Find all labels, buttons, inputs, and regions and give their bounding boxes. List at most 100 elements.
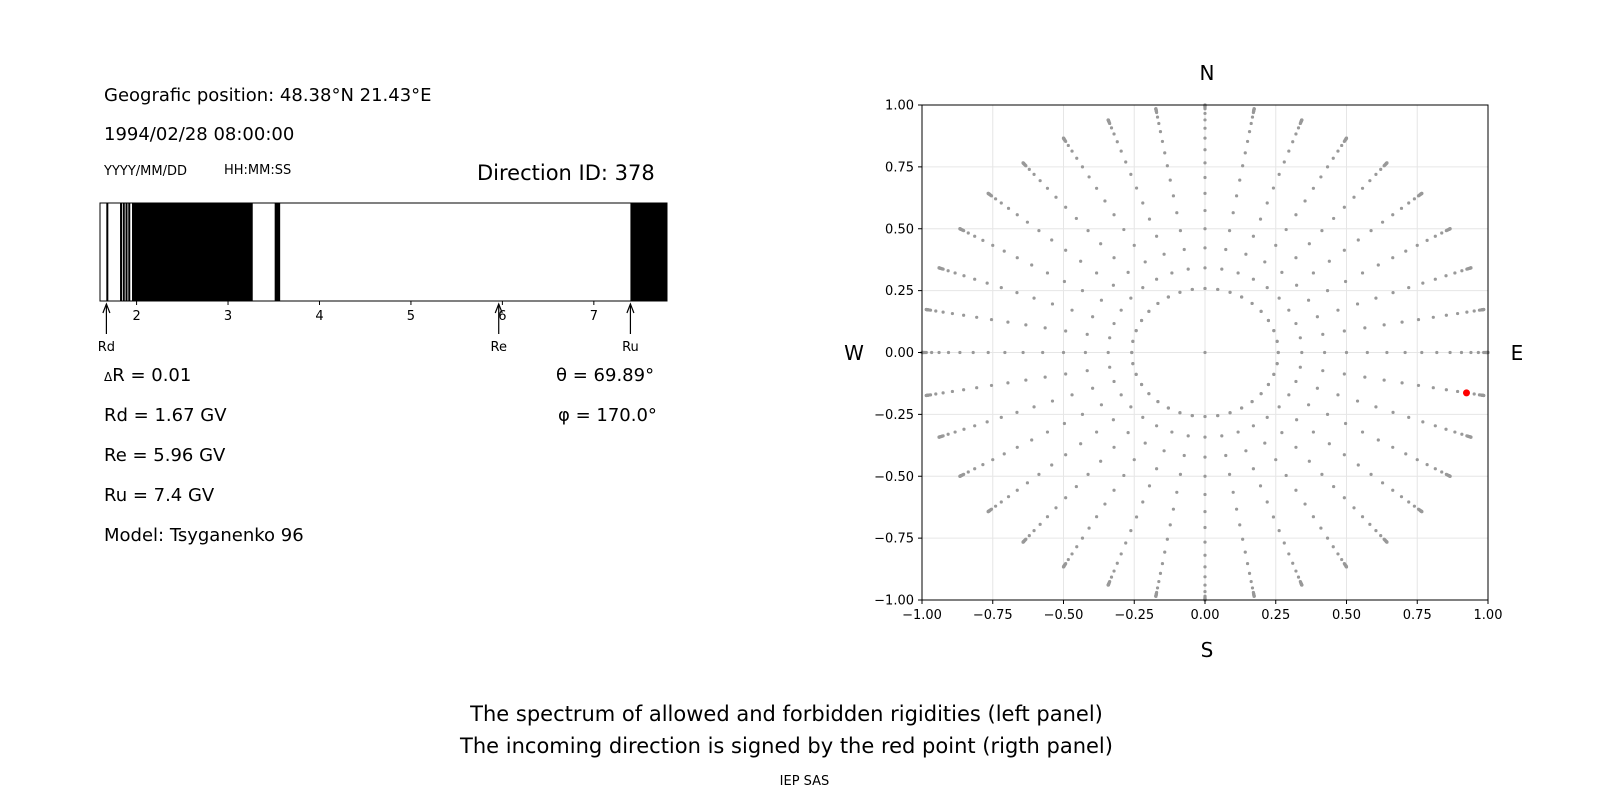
direction-point [1245, 139, 1250, 144]
direction-point [1227, 472, 1232, 476]
direction-point [1468, 266, 1472, 270]
direction-point [1384, 161, 1389, 165]
direction-point [1154, 107, 1158, 111]
direction-point [1062, 137, 1066, 141]
direction-point [1022, 162, 1026, 166]
direction-point [1391, 213, 1395, 217]
direction-point [1168, 178, 1172, 182]
spectrum-tick-label: 6 [498, 309, 506, 324]
direction-point [1203, 105, 1207, 109]
direction-point [1325, 412, 1330, 416]
direction-point [1154, 593, 1158, 597]
direction-point [1178, 290, 1182, 294]
direction-point [1170, 271, 1174, 275]
direction-point [1045, 271, 1050, 275]
direction-point [1228, 290, 1232, 294]
forbidden-line [120, 203, 123, 301]
direction-point [1485, 350, 1489, 355]
direction-point [1467, 266, 1471, 271]
direction-point [960, 473, 964, 477]
direction-point [1421, 420, 1425, 424]
direction-point [1251, 110, 1256, 114]
direction-point [1420, 509, 1424, 514]
direction-point [1295, 418, 1299, 422]
forbidden-bands [106, 203, 667, 301]
direction-point [1155, 115, 1160, 119]
direction-point [1154, 110, 1159, 114]
direction-point [925, 393, 929, 397]
direction-point [1320, 472, 1324, 476]
direction-point [1203, 540, 1207, 544]
direction-point [1111, 283, 1115, 287]
direction-point [1382, 164, 1386, 168]
direction-point [1480, 393, 1484, 397]
direction-point [1400, 320, 1404, 324]
direction-point [1360, 430, 1365, 434]
direction-point [1352, 506, 1356, 510]
direction-point [1178, 229, 1183, 233]
spectrum-tick-label: 3 [224, 309, 232, 324]
direction-point [1032, 296, 1036, 300]
direction-point [940, 434, 944, 438]
direction-point [1243, 151, 1247, 155]
direction-point [1327, 259, 1331, 263]
delta-symbol: Δ [104, 370, 113, 384]
direction-point [1203, 286, 1207, 291]
direction-point [1384, 162, 1388, 166]
direction-point [1023, 538, 1027, 542]
direction-point [1021, 161, 1025, 165]
direction-point [1062, 564, 1066, 568]
direction-point [1062, 564, 1066, 568]
direction-point [1252, 594, 1256, 598]
direction-point [1132, 243, 1136, 247]
direction-point [1015, 213, 1019, 217]
direction-point [1109, 575, 1114, 579]
compass-west: W [844, 341, 864, 365]
direction-point [1466, 434, 1470, 438]
direction-point [921, 350, 925, 355]
direction-point [1131, 362, 1135, 366]
direction-point [1343, 138, 1348, 142]
direction-point [927, 393, 931, 397]
direction-point [1325, 289, 1330, 293]
direction-point [1466, 434, 1470, 438]
direction-point [1407, 201, 1411, 205]
direction-point [1468, 266, 1472, 270]
direction-point [1050, 302, 1055, 306]
direction-point [1447, 227, 1451, 231]
direction-point [1062, 136, 1066, 141]
direction-point [1203, 286, 1207, 291]
direction-point [1131, 362, 1135, 366]
direction-point [1119, 393, 1123, 397]
direction-point [1203, 105, 1207, 110]
direction-point [1465, 310, 1469, 314]
direction-point [1134, 328, 1138, 333]
direction-point [926, 308, 930, 312]
direction-point [960, 228, 964, 232]
direction-point [1166, 406, 1170, 410]
direction-point [1134, 372, 1138, 377]
direction-point [985, 281, 989, 285]
direction-point [1154, 107, 1158, 111]
direction-point [1203, 435, 1207, 439]
direction-point [1228, 290, 1232, 294]
direction-point [1446, 473, 1450, 477]
direction-point [937, 266, 941, 270]
x-tick-label: −0.50 [1044, 608, 1084, 623]
direction-point [1336, 552, 1340, 556]
direction-point [1391, 488, 1395, 492]
direction-point [1468, 435, 1473, 439]
direction-point [987, 509, 991, 513]
direction-point [1344, 136, 1349, 140]
direction-point [1038, 179, 1042, 183]
direction-point [1311, 271, 1315, 275]
direction-point [1460, 432, 1464, 436]
direction-point [922, 350, 926, 355]
direction-point [1050, 238, 1054, 242]
direction-point [966, 470, 970, 474]
direction-point [1460, 269, 1464, 273]
direction-point [1444, 274, 1448, 278]
direction-point [1165, 164, 1169, 168]
direction-point [1448, 227, 1452, 231]
direction-point [1482, 307, 1486, 312]
